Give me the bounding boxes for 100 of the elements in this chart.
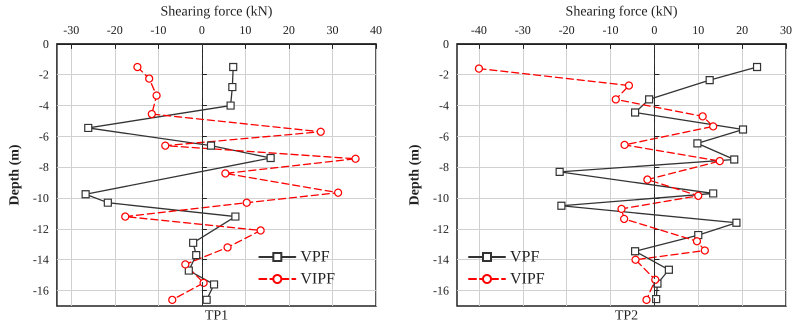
y-tick-label: -16 [32, 284, 49, 298]
point [752, 62, 762, 72]
point [700, 246, 709, 255]
point [617, 204, 626, 213]
point [643, 175, 652, 184]
x-tick-label: 40 [370, 22, 382, 37]
point [133, 62, 142, 72]
point [229, 62, 238, 72]
y-axis-title: Depth (m) [8, 144, 22, 206]
point [706, 76, 714, 84]
y-tick-label: -12 [32, 222, 49, 236]
y-tick-label: -14 [433, 252, 449, 267]
x-axis-title: Shearing force (kN) [566, 4, 678, 20]
point [121, 212, 130, 221]
x-tick-label: 0 [198, 22, 205, 37]
point [202, 296, 211, 304]
point [698, 112, 707, 120]
x-tick-label: -30 [514, 22, 531, 37]
point [228, 82, 236, 92]
point [709, 189, 718, 198]
text: TP1 [204, 308, 228, 324]
x-axis-title: Shearing force (kN) [160, 4, 273, 20]
point [642, 296, 651, 304]
y-axis-title: Depth (m) [408, 144, 423, 206]
point [474, 64, 484, 73]
x-tick-label: -20 [558, 22, 575, 37]
point [730, 155, 738, 164]
x-tick-label: -40 [470, 22, 487, 37]
point [631, 256, 640, 264]
point [556, 168, 564, 176]
point [620, 214, 628, 223]
point [221, 169, 230, 178]
x-tick-label: 0 [651, 22, 658, 37]
point [694, 192, 702, 200]
point [709, 122, 718, 130]
point [620, 140, 629, 149]
point [184, 266, 193, 275]
y-tick-label: -6 [439, 129, 449, 144]
point [334, 188, 342, 197]
y-tick-label: -16 [433, 284, 449, 298]
point [351, 154, 360, 163]
point [189, 238, 198, 247]
point [161, 142, 170, 150]
point [645, 95, 654, 104]
y-tick-label: -8 [439, 160, 449, 174]
y-tick-label: -10 [433, 191, 449, 206]
point [624, 81, 634, 90]
x-tick-label: 10 [692, 22, 704, 37]
point [557, 202, 566, 210]
point [631, 247, 640, 256]
point [210, 280, 218, 289]
point [716, 156, 724, 166]
x-tick-label: 30 [780, 22, 792, 37]
point [631, 108, 640, 117]
x-tick-label: -10 [150, 22, 166, 37]
text: TP2 [614, 308, 638, 324]
legend-label: VPF [510, 248, 540, 266]
y-tick-label: -14 [32, 252, 49, 267]
point [651, 276, 660, 284]
legend-label: VIPF [300, 270, 336, 288]
x-tick-label: 20 [736, 22, 748, 37]
x-tick-label: -10 [602, 22, 619, 37]
point [168, 296, 176, 304]
point [82, 190, 90, 198]
y-tick-label: -8 [38, 160, 49, 174]
point [664, 266, 673, 274]
point [732, 218, 741, 227]
y-tick-label: -4 [38, 98, 49, 113]
point [206, 142, 216, 150]
x-tick-label: 30 [326, 22, 338, 37]
point [242, 198, 251, 207]
point [316, 128, 325, 136]
y-tick-label: -4 [439, 98, 449, 113]
point [148, 110, 156, 118]
point [145, 74, 154, 83]
y-tick-label: -6 [38, 129, 49, 144]
point [652, 294, 660, 304]
point [152, 91, 161, 100]
x-tick-label: 10 [239, 22, 252, 37]
y-tick-label: -2 [439, 68, 449, 82]
legend-label: VPF [300, 248, 330, 266]
x-tick-label: -30 [63, 22, 80, 37]
point [693, 139, 702, 148]
point [84, 124, 92, 132]
point [231, 212, 240, 221]
point [738, 125, 748, 134]
point [192, 251, 200, 260]
legend-label: VIPF [510, 270, 545, 288]
y-tick-label: -2 [38, 68, 49, 82]
point [181, 260, 190, 268]
x-tick-label: 20 [282, 22, 295, 37]
point [226, 101, 235, 110]
y-tick-label: -12 [433, 222, 449, 236]
point [692, 237, 702, 246]
y-tick-label: -10 [32, 191, 49, 206]
point [256, 226, 265, 235]
point [104, 198, 112, 207]
point [266, 154, 275, 162]
y-tick-label: 0 [443, 36, 449, 51]
y-tick-label: 0 [42, 36, 49, 51]
